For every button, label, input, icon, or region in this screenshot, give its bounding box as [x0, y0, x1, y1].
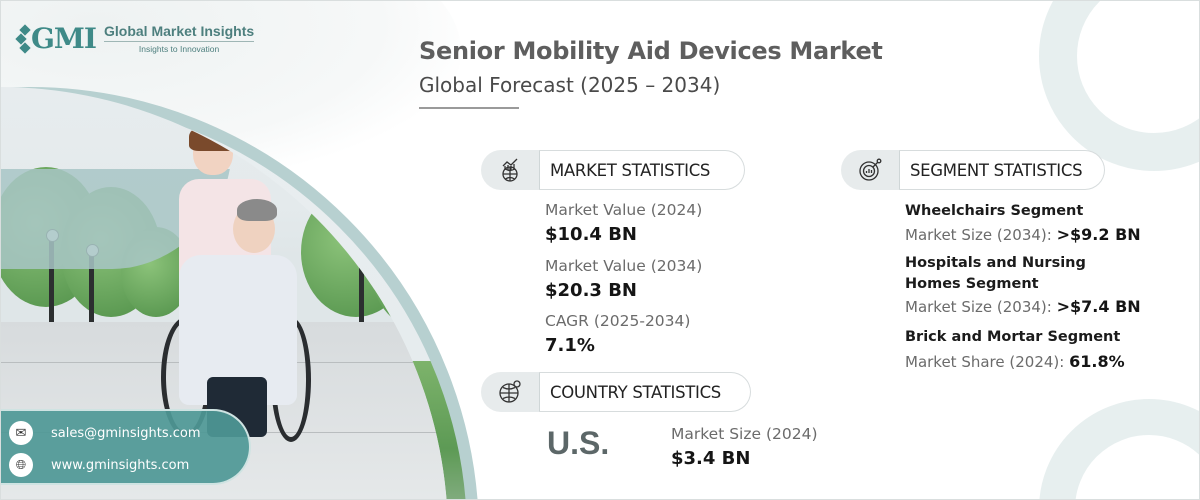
stat-label: Market Value (2034): [545, 257, 703, 275]
stat-label: Market Value (2024): [545, 201, 703, 219]
envelope-icon: ✉: [9, 421, 33, 445]
segment-metric-value: >$9.2 BN: [1056, 225, 1141, 244]
segment-metric-label: Market Size (2034):: [905, 298, 1052, 316]
country-stat-label: Market Size (2024): [671, 425, 818, 443]
diamond-icon: [15, 23, 31, 54]
stat-label: CAGR (2025-2034): [545, 312, 691, 330]
brand-name: Global Market Insights: [104, 23, 255, 42]
contact-email-row[interactable]: ✉ sales@gminsights.com: [9, 417, 249, 449]
country-statistics-heading: COUNTRY STATISTICS: [539, 372, 751, 412]
country-stat-value: $3.4 BN: [671, 448, 751, 469]
segment-title: Brick and Mortar Segment: [905, 329, 1121, 345]
page-title: Senior Mobility Aid Devices Market: [419, 37, 883, 65]
market-statistics-header: MARKET STATISTICS: [481, 150, 745, 190]
contact-panel: ✉ sales@gminsights.com 🌐︎ www.gminsights…: [1, 409, 251, 485]
country-statistics-header: COUNTRY STATISTICS: [481, 372, 751, 412]
brand-tagline: Insights to Innovation: [138, 44, 220, 54]
segment-metric-value: 61.8%: [1069, 352, 1125, 371]
logo-gmi-text: GMI: [31, 21, 97, 55]
contact-email[interactable]: sales@gminsights.com: [51, 425, 201, 441]
contact-website-row[interactable]: 🌐︎ www.gminsights.com: [9, 449, 249, 481]
segment-metric-label: Market Size (2034):: [905, 226, 1052, 244]
chart-globe-icon: [481, 150, 539, 190]
country-name: U.S.: [547, 425, 610, 461]
segment-title: Hospitals and Nursing Homes Segment: [905, 255, 1086, 292]
market-statistics-heading: MARKET STATISTICS: [539, 150, 745, 190]
globe-pin-icon: [481, 372, 539, 412]
globe-icon: 🌐︎: [9, 453, 33, 477]
segment-metric-label: Market Share (2024):: [905, 353, 1065, 371]
target-chart-icon: [841, 150, 899, 190]
segment-metric: Market Size (2034): >$7.4 BN: [905, 297, 1141, 316]
title-divider: [419, 107, 519, 109]
decorative-ring-top-right: [1039, 1, 1199, 171]
segment-statistics-heading: SEGMENT STATISTICS: [899, 150, 1105, 190]
segment-statistics-header: SEGMENT STATISTICS: [841, 150, 1105, 190]
stat-value: 7.1%: [545, 335, 595, 356]
segment-metric: Market Share (2024): 61.8%: [905, 352, 1125, 371]
decorative-ring-bottom-right: [1039, 399, 1199, 499]
segment-metric: Market Size (2034): >$9.2 BN: [905, 225, 1141, 244]
page-subtitle: Global Forecast (2025 – 2034): [419, 73, 721, 97]
logo-mark: GMI: [15, 21, 97, 55]
stat-value: $10.4 BN: [545, 224, 637, 245]
stat-value: $20.3 BN: [545, 280, 637, 301]
contact-website[interactable]: www.gminsights.com: [51, 457, 190, 473]
segment-title: Wheelchairs Segment: [905, 203, 1084, 219]
segment-metric-value: >$7.4 BN: [1056, 297, 1141, 316]
gmi-logo[interactable]: GMI Global Market Insights Insights to I…: [15, 21, 255, 55]
